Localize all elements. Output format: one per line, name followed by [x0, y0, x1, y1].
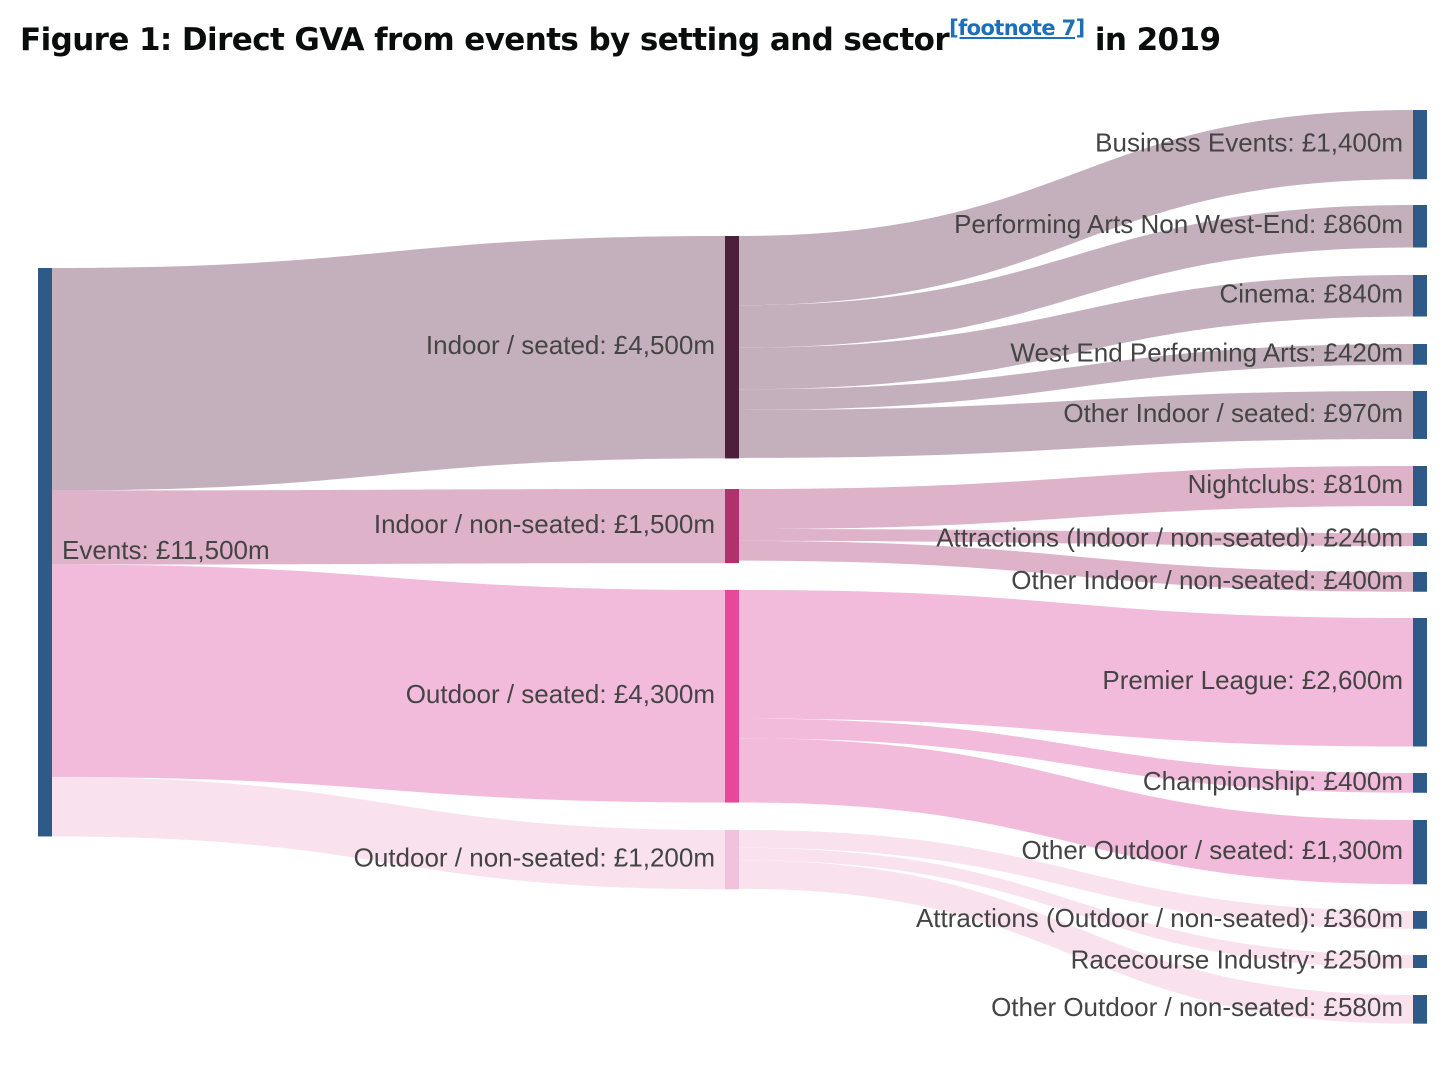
node-indoor_non_seated[interactable]: [725, 489, 739, 564]
page-title: Figure 1: Direct GVA from events by sett…: [20, 18, 1221, 59]
node-events[interactable]: [38, 268, 52, 837]
link-indoor_seated-to-other_indoor_seated[interactable]: [739, 391, 1413, 458]
label-attractions_indoor: Attractions (Indoor / non-seated): £240m: [936, 522, 1403, 552]
node-attractions_indoor[interactable]: [1413, 533, 1427, 546]
node-nightclubs[interactable]: [1413, 466, 1427, 507]
label-attractions_outdoor: Attractions (Outdoor / non-seated): £360…: [916, 903, 1403, 933]
label-championship: Championship: £400m: [1143, 766, 1403, 796]
node-outdoor_seated[interactable]: [725, 590, 739, 803]
link-outdoor_seated-to-other_outdoor_seated[interactable]: [739, 738, 1413, 885]
link-indoor_seated-to-pa_non_west_end[interactable]: [739, 205, 1413, 348]
node-cinema[interactable]: [1413, 275, 1427, 317]
label-business_events: Business Events: £1,400m: [1095, 127, 1403, 157]
label-other_outdoor_seated: Other Outdoor / seated: £1,300m: [1021, 835, 1403, 865]
link-indoor_non_seated-to-attractions_indoor[interactable]: [739, 529, 1413, 546]
link-outdoor_seated-to-championship[interactable]: [739, 718, 1413, 793]
labels-layer: Events: £11,500m Indoor / seated: £4,500m…: [62, 127, 1403, 1022]
label-pa_non_west_end: Performing Arts Non West-End: £860m: [954, 209, 1403, 239]
footnote-link[interactable]: [footnote 7]: [949, 16, 1085, 40]
label-west_end: West End Performing Arts: £420m: [1010, 337, 1403, 367]
link-outdoor_non_seated-to-attractions_outdoor[interactable]: [739, 830, 1413, 929]
link-indoor_non_seated-to-other_indoor_non_seated[interactable]: [739, 540, 1413, 592]
label-indoor_seated: Indoor / seated: £4,500m: [426, 330, 715, 360]
node-indoor_seated[interactable]: [725, 236, 739, 459]
link-events-to-indoor_non_seated[interactable]: [52, 489, 725, 565]
label-racecourse: Racecourse Industry: £250m: [1071, 944, 1403, 974]
label-events: Events: £11,500m: [62, 535, 270, 565]
link-indoor_seated-to-business_events[interactable]: [739, 110, 1413, 306]
label-indoor_non_seated: Indoor / non-seated: £1,500m: [374, 509, 715, 539]
label-outdoor_non_seated: Outdoor / non-seated: £1,200m: [354, 843, 715, 873]
link-outdoor_non_seated-to-other_outdoor_non_seated[interactable]: [739, 860, 1413, 1024]
node-other_indoor_seated[interactable]: [1413, 391, 1427, 439]
link-outdoor_non_seated-to-racecourse[interactable]: [739, 847, 1413, 968]
node-racecourse[interactable]: [1413, 955, 1427, 968]
label-nightclubs: Nightclubs: £810m: [1188, 469, 1403, 499]
node-championship[interactable]: [1413, 773, 1427, 793]
link-indoor_non_seated-to-nightclubs[interactable]: [739, 466, 1413, 530]
label-cinema: Cinema: £840m: [1219, 279, 1403, 309]
link-indoor_seated-to-cinema[interactable]: [739, 275, 1413, 390]
label-other_outdoor_non_seated: Other Outdoor / non-seated: £580m: [991, 992, 1403, 1022]
node-pa_non_west_end[interactable]: [1413, 205, 1427, 248]
title-suffix: in 2019: [1084, 22, 1221, 58]
node-other_outdoor_seated[interactable]: [1413, 820, 1427, 885]
node-business_events[interactable]: [1413, 110, 1427, 180]
links-layer: [52, 110, 1413, 1024]
node-other_outdoor_non_seated[interactable]: [1413, 995, 1427, 1024]
label-premier_league: Premier League: £2,600m: [1102, 665, 1403, 695]
node-outdoor_non_seated[interactable]: [725, 830, 739, 890]
node-premier_league[interactable]: [1413, 618, 1427, 747]
node-west_end[interactable]: [1413, 344, 1427, 365]
link-events-to-outdoor_seated[interactable]: [52, 564, 725, 803]
link-outdoor_seated-to-premier_league[interactable]: [739, 590, 1413, 747]
node-other_indoor_non_seated[interactable]: [1413, 572, 1427, 592]
link-events-to-outdoor_non_seated[interactable]: [52, 777, 725, 890]
label-outdoor_seated: Outdoor / seated: £4,300m: [406, 679, 715, 709]
footnote-marker: [footnote 7]: [949, 16, 1085, 40]
nodes-layer: [38, 110, 1427, 1024]
label-other_indoor_seated: Other Indoor / seated: £970m: [1063, 398, 1403, 428]
title-text: Figure 1: Direct GVA from events by sett…: [20, 22, 950, 58]
link-events-to-indoor_seated[interactable]: [52, 236, 725, 491]
label-other_indoor_non_seated: Other Indoor / non-seated: £400m: [1011, 565, 1403, 595]
link-indoor_seated-to-west_end[interactable]: [739, 344, 1413, 410]
node-attractions_outdoor[interactable]: [1413, 911, 1427, 929]
